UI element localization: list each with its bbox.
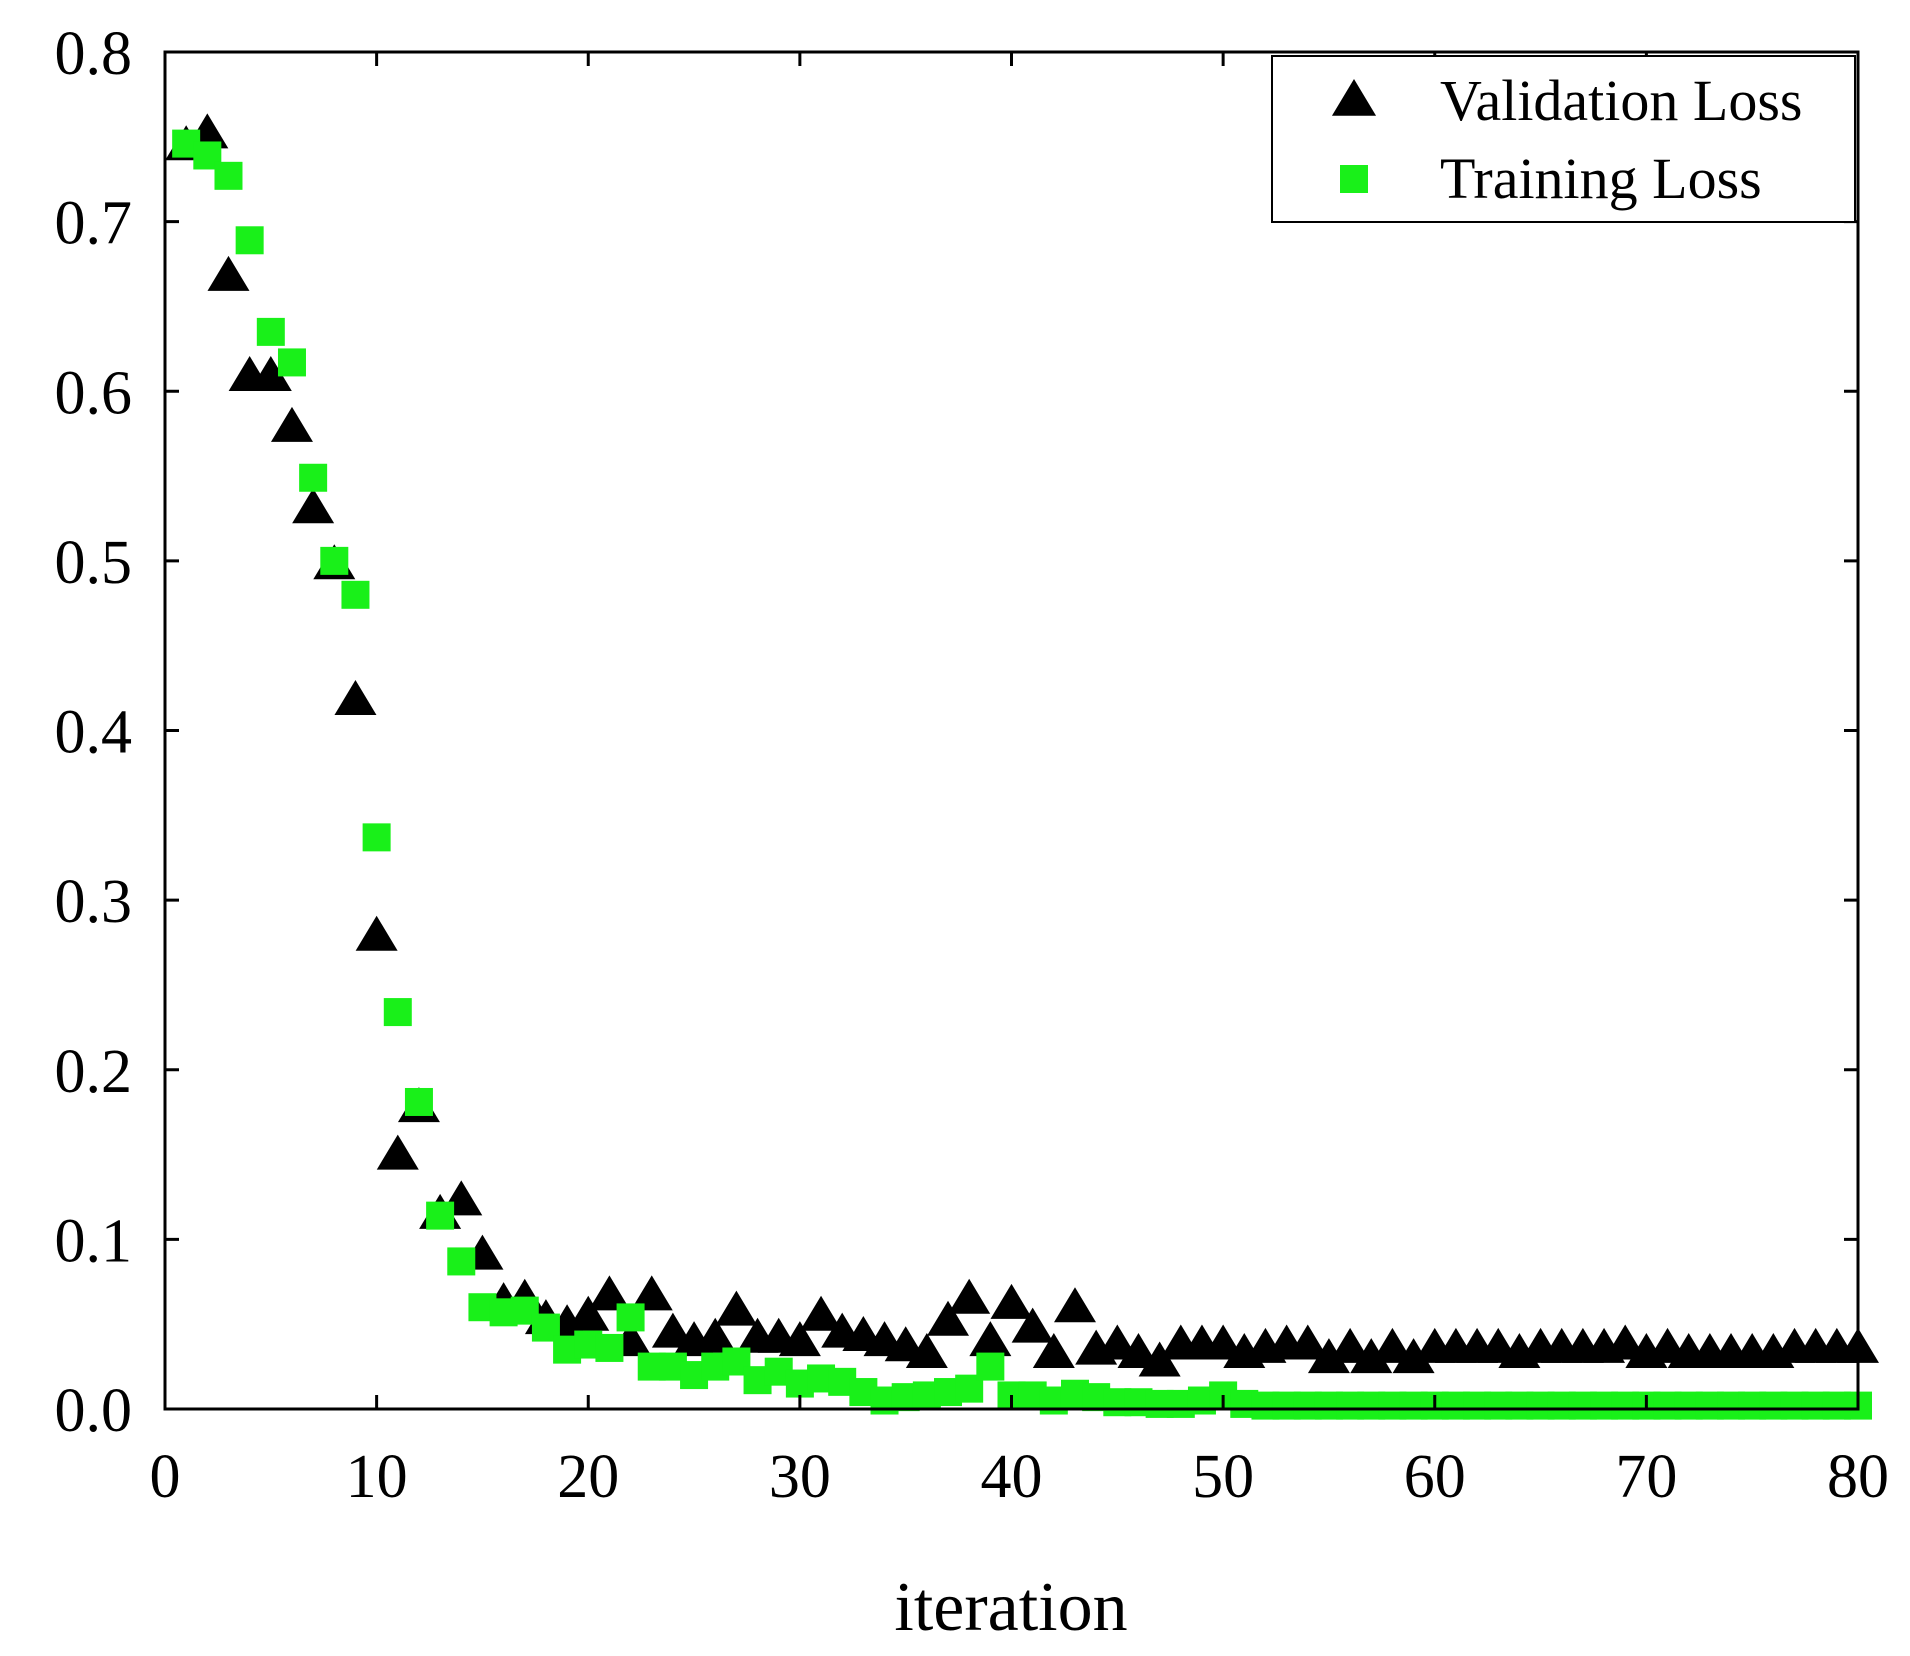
validation-loss-point (270, 406, 313, 442)
legend-triangle-icon (1331, 79, 1377, 116)
y-tick-label: 0.5 (55, 529, 133, 597)
validation-loss-point (355, 915, 398, 951)
axes: 0 10 20 30 40 50 60 70 80 0.0 0.1 0.2 0.3 0.4 0.5 0.6 0.… (55, 20, 1890, 1511)
plot-frame (163, 50, 1860, 1411)
validation-loss-point (249, 355, 292, 391)
legend-square-icon (1340, 165, 1368, 193)
y-tick-label: 0.1 (55, 1207, 133, 1275)
validation-loss-point (1096, 1324, 1139, 1360)
validation-loss-point (292, 488, 335, 524)
plot-marks (165, 113, 1879, 1420)
validation-loss-point (905, 1333, 948, 1369)
x-tick-label: 20 (557, 1443, 619, 1511)
y-tick-label: 0.6 (55, 359, 133, 427)
training-loss-point (383, 998, 412, 1027)
validation-loss-point (1604, 1324, 1647, 1360)
validation-loss-point (334, 679, 377, 715)
validation-loss-point (1329, 1327, 1372, 1363)
training-loss-point (341, 580, 370, 609)
training-loss-point (235, 226, 264, 255)
training-loss-point (616, 1303, 645, 1332)
legend-label-validation-loss: Validation Loss (1440, 68, 1802, 133)
validation-loss-point (778, 1321, 821, 1357)
validation-loss-point (1117, 1333, 1160, 1369)
x-tick-label: 70 (1615, 1443, 1677, 1511)
validation-loss-point (630, 1275, 673, 1311)
x-tick-label: 80 (1827, 1443, 1889, 1511)
training-loss-point (447, 1247, 476, 1276)
y-tick-label: 0.8 (55, 20, 133, 88)
validation-loss-point (588, 1275, 631, 1311)
training-loss-point (362, 823, 391, 852)
y-tick-label: 0.3 (55, 868, 133, 936)
validation-loss-point (694, 1317, 737, 1353)
validation-loss-point (948, 1278, 991, 1314)
training-loss-point (320, 546, 349, 575)
validation-loss-point (800, 1295, 843, 1331)
validation-loss-point (1286, 1324, 1329, 1360)
validation-loss-point (1307, 1338, 1350, 1374)
training-loss-point (277, 348, 306, 377)
validation-loss-point (567, 1295, 610, 1331)
x-tick-label: 60 (1404, 1443, 1466, 1511)
y-tick-label: 0.4 (55, 699, 133, 767)
x-tick-label: 0 (150, 1443, 181, 1511)
y-tick-label: 0.0 (55, 1377, 133, 1445)
training-loss-point (214, 161, 243, 190)
validation-loss-point (1053, 1287, 1096, 1323)
validation-loss-point (376, 1134, 419, 1170)
x-axis-title: iteration (894, 1569, 1127, 1646)
training-loss-point (595, 1333, 624, 1362)
y-tick-label: 0.7 (55, 190, 133, 258)
validation-loss-point (1138, 1341, 1181, 1377)
legend-label-training-loss: Training Loss (1440, 146, 1762, 211)
validation-loss-point (1032, 1333, 1075, 1369)
validation-loss-point (927, 1300, 970, 1336)
x-tick-label: 10 (346, 1443, 408, 1511)
training-loss-point (299, 463, 328, 492)
validation-loss-point (990, 1283, 1033, 1319)
x-tick-label: 30 (769, 1443, 831, 1511)
training-loss-point (976, 1352, 1005, 1381)
validation-loss-point (715, 1290, 758, 1326)
validation-loss-point (207, 255, 250, 291)
legend-box (1271, 55, 1856, 223)
x-tick-label: 50 (1192, 1443, 1254, 1511)
y-tick-label: 0.2 (55, 1038, 133, 1106)
validation-loss-point (651, 1312, 694, 1348)
legend: Validation Loss Training Loss (1271, 55, 1856, 223)
validation-loss-point (1011, 1307, 1054, 1343)
validation-loss-point (969, 1321, 1012, 1357)
training-loss-point (404, 1087, 433, 1116)
validation-loss-point (1392, 1338, 1435, 1374)
validation-loss-point (1371, 1327, 1414, 1363)
training-loss-point (256, 317, 285, 346)
validation-loss-point (1350, 1338, 1393, 1374)
x-tick-label: 40 (981, 1443, 1043, 1511)
training-loss-point (426, 1201, 455, 1230)
validation-loss-point (1202, 1324, 1245, 1360)
